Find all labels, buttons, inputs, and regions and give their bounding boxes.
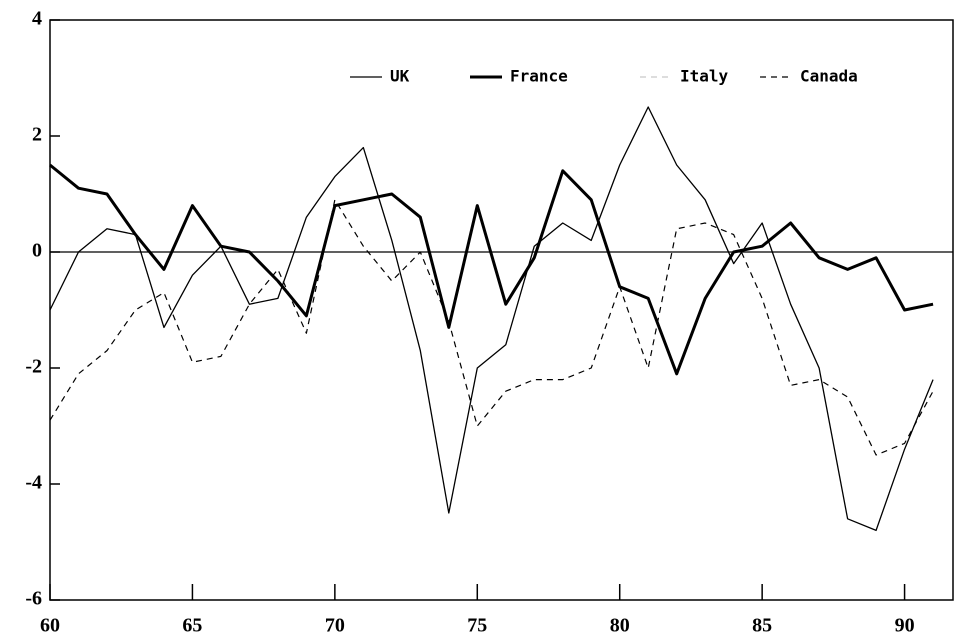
y-tick-label: -2	[25, 356, 42, 378]
series-line	[49, 106, 934, 532]
legend-label: UK	[390, 67, 410, 86]
legend-label: France	[510, 67, 568, 86]
plot-frame	[49, 19, 954, 601]
x-tick-label: 60	[40, 615, 60, 637]
x-tick-label: 85	[752, 615, 772, 637]
legend-label: Canada	[800, 67, 858, 86]
x-tick-label: 75	[467, 615, 487, 637]
legend-label: Italy	[680, 67, 729, 86]
y-tick-label: 2	[32, 124, 42, 146]
series-line	[49, 163, 934, 376]
y-tick-label: -6	[25, 588, 42, 610]
x-tick-label: 90	[895, 615, 915, 637]
series-line	[49, 199, 934, 456]
x-tick-label: 80	[610, 615, 630, 637]
y-tick-label: 0	[32, 240, 42, 262]
x-tick-label: 70	[325, 615, 345, 637]
y-tick-label: -4	[25, 472, 42, 494]
y-tick-label: 4	[32, 8, 42, 30]
x-tick-label: 65	[182, 615, 202, 637]
